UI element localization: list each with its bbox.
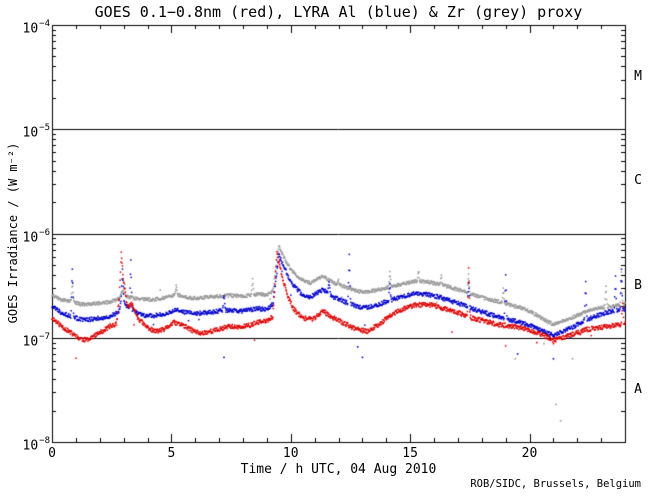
y-tick-label: 10−5 [22, 123, 51, 141]
x-tick-label: 15 [402, 446, 418, 461]
credit-text: ROB/SIDC, Brussels, Belgium [470, 478, 641, 490]
flare-class-label-c: C [634, 173, 642, 189]
x-axis-label: Time / h UTC, 04 Aug 2010 [240, 462, 437, 477]
x-tick-label: 20 [521, 446, 538, 461]
y-tick-label: 10−6 [22, 227, 51, 245]
flare-class-label-m: M [634, 69, 642, 85]
x-tick-label: 10 [282, 446, 299, 461]
flare-class-label-b: B [634, 277, 642, 293]
chart-title: GOES 0.1−0.8nm (red), LYRA Al (blue) & Z… [94, 3, 583, 21]
flare-class-label-a: A [634, 381, 642, 397]
y-tick-label: 10−4 [22, 19, 51, 37]
y-tick-label: 10−7 [22, 331, 51, 350]
y-tick-label: 10−8 [22, 436, 51, 454]
x-tick-label: 0 [48, 446, 56, 461]
x-tick-label: 5 [167, 446, 176, 461]
